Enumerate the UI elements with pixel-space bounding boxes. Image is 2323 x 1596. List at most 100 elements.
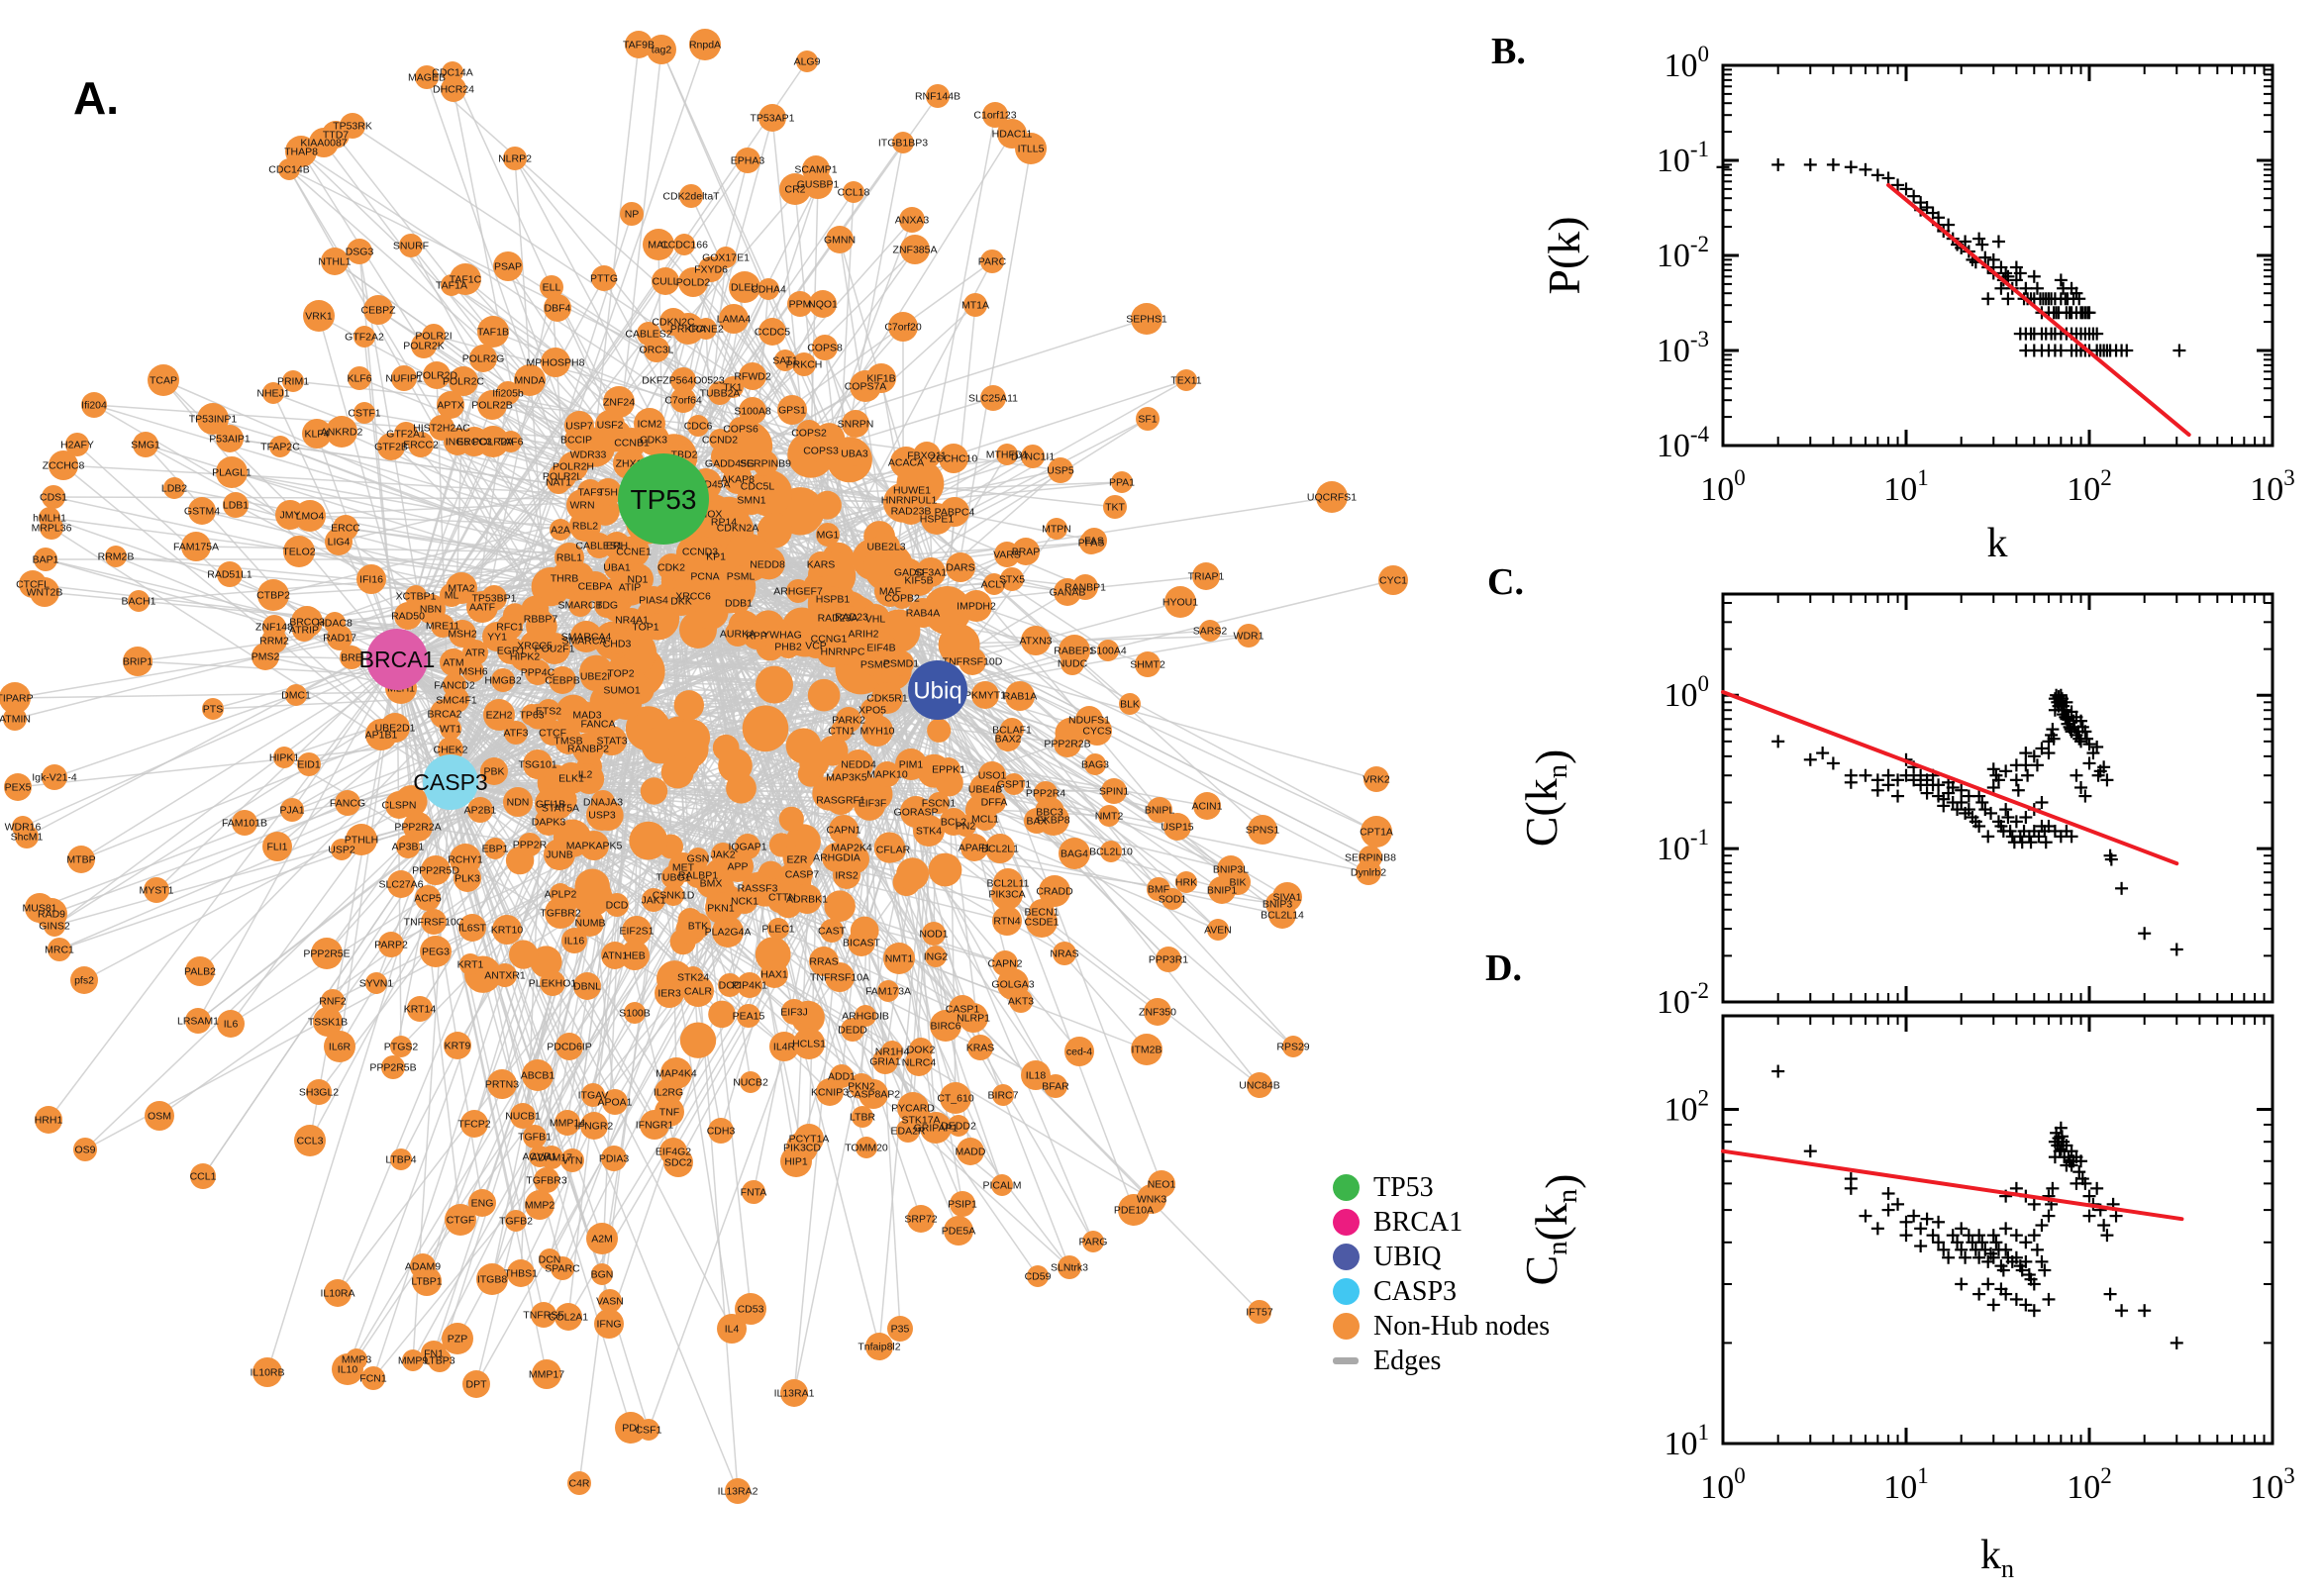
network-node [1193, 792, 1221, 820]
network-node-label: SPNS1 [1246, 825, 1280, 837]
network-node-label: RNF2 [319, 996, 347, 1008]
network-node [1164, 586, 1196, 618]
network-node-label: MRE11 [426, 621, 459, 633]
network-node [729, 271, 760, 303]
network-node-label: OS9 [74, 1145, 95, 1156]
network-node [1135, 651, 1161, 677]
network-node [1361, 816, 1392, 848]
network-node-label: HIST2H2AC [413, 423, 470, 435]
network-node-label: RABEP1 [1054, 646, 1095, 657]
tick-label: 102 [2067, 1463, 2112, 1506]
network-node-label: NBN [420, 604, 442, 616]
network-node [503, 147, 527, 170]
network-node [399, 234, 423, 257]
network-node-label: OSM [148, 1111, 171, 1123]
network-node-label: THBS1 [504, 1268, 538, 1280]
network-node [1237, 624, 1261, 648]
network-node-label: POLR2K [403, 341, 444, 352]
network-node [586, 1223, 618, 1254]
network-node [421, 909, 447, 935]
network-node [858, 1079, 888, 1109]
network-node-label: CTGF [447, 1215, 475, 1227]
network-node-label: ERH [606, 541, 628, 552]
network-node-label: STK24 [677, 972, 709, 984]
network-node [1015, 133, 1047, 164]
network-node-label: BCCIP [560, 435, 592, 447]
network-node-label: LDB1 [223, 500, 249, 512]
network-node [670, 387, 696, 413]
legend-item-edges: Edges [1333, 1344, 1551, 1378]
network-node-label: BECN1 [1024, 907, 1059, 919]
network-node-label: PTGS2 [384, 1042, 419, 1053]
network-node-label: UBA3 [841, 449, 868, 460]
network-node-label: ced-4 [1066, 1047, 1092, 1058]
network-node [477, 390, 507, 420]
network-node [865, 1333, 893, 1360]
network-node [346, 824, 377, 855]
network-node [462, 1370, 490, 1398]
network-node [282, 370, 304, 392]
network-node-label: S100B [619, 1008, 651, 1020]
network-node-label: PLEC1 [761, 924, 794, 936]
network-node-label: DNAJA3 [583, 797, 623, 809]
network-node [133, 432, 158, 457]
network-node [273, 747, 295, 768]
network-node-label: PARG [1079, 1237, 1108, 1248]
network-node-label: BTK [688, 921, 708, 933]
network-node [638, 424, 669, 455]
network-node-label: PKN2 [848, 1081, 875, 1093]
network-node [573, 972, 601, 1000]
network-node [832, 762, 861, 792]
network-node-label: MTPN [1042, 524, 1071, 536]
network-node-label: NLRP1 [957, 1013, 990, 1025]
network-node [458, 914, 486, 942]
network-node-label: TNFRSF [523, 1310, 563, 1322]
network-node-label: HIPK2 [510, 651, 541, 663]
network-nodes [0, 29, 1408, 1504]
network-node-label: ADD1 [828, 1071, 856, 1083]
network-node [522, 1059, 554, 1091]
network-node-label: TGFB2 [499, 1216, 533, 1228]
network-node-label: BNIP1 [1207, 885, 1238, 897]
network-node-label: ATR [465, 648, 486, 659]
network-node [40, 516, 63, 540]
network-node [574, 763, 596, 785]
network-node-label: IL6ST [458, 923, 487, 935]
network-node [642, 888, 665, 912]
network-node-label: GSN [687, 853, 710, 865]
network-node-label: UBE2D1 [375, 723, 416, 735]
network-node [891, 587, 913, 609]
network-node-label: XRCC5 [517, 641, 553, 652]
network-node-label: NUMB [575, 918, 606, 930]
panel-b-label: B. [1491, 31, 1526, 72]
network-node-label: CALR [684, 986, 712, 998]
network-node-label: LAMA4 [717, 314, 752, 326]
network-node [708, 381, 732, 405]
network-node-label: TGFB1 [518, 1132, 552, 1144]
network-node [555, 1303, 582, 1331]
network-node [967, 1035, 993, 1060]
network-node [326, 416, 357, 448]
network-node [900, 478, 924, 502]
network-node-label: LIG4 [328, 537, 351, 549]
network-node-label: ADRBK1 [786, 894, 828, 906]
tick-label: 103 [2250, 465, 2295, 508]
network-node [65, 433, 89, 456]
panel-d-label: D. [1485, 948, 1522, 989]
network-node-label: LTBR [850, 1112, 875, 1124]
network-node-label: AP2B1 [464, 805, 497, 817]
network-node-label: ATXN3 [1019, 636, 1052, 648]
network-node-label: UNC84B [1239, 1080, 1279, 1092]
network-node [858, 789, 886, 817]
network-node-label: GSTM4 [184, 506, 220, 518]
network-node [960, 834, 988, 861]
network-node-label: C1orf123 [973, 110, 1016, 122]
network-node [459, 953, 481, 975]
network-node-label: ACP5 [414, 893, 442, 905]
network-node-label: ACACA [888, 457, 924, 469]
network-node-label: ZNF24 [603, 397, 635, 409]
network-node-label: CDH3 [707, 1126, 736, 1138]
network-node-label: CYCS [1082, 726, 1111, 738]
network-node [42, 764, 67, 790]
network-node-label: ATMIN [0, 714, 31, 726]
